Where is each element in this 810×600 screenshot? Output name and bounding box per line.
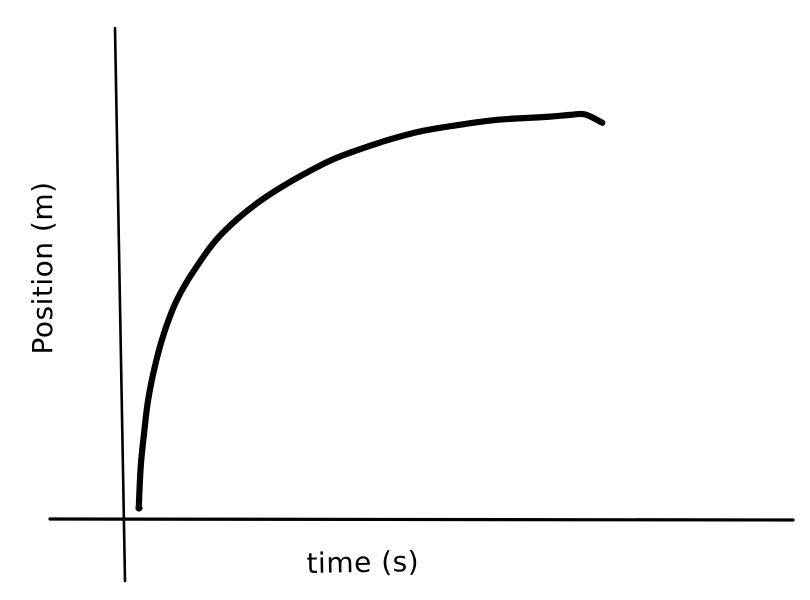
y-axis-label: Position (m) bbox=[26, 181, 59, 354]
x-axis-line bbox=[48, 517, 795, 522]
y-axis-line bbox=[113, 26, 127, 583]
pen-start-dot bbox=[135, 504, 143, 512]
x-axis-label: time (s) bbox=[306, 545, 419, 580]
position-curve bbox=[135, 110, 606, 512]
